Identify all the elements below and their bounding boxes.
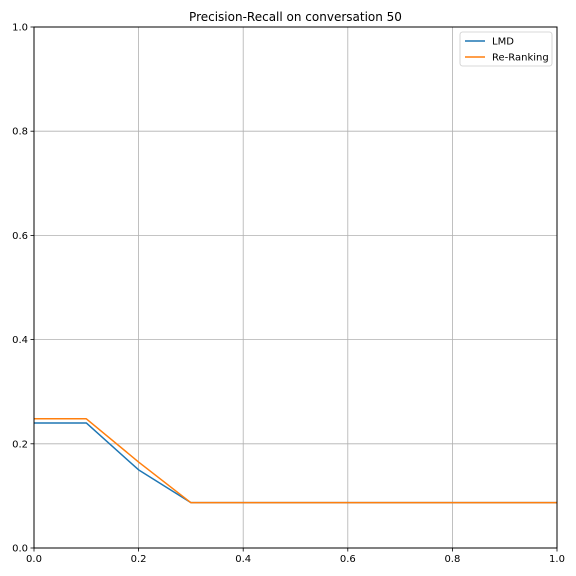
y-tick-label: 0.6 — [12, 231, 28, 242]
y-tick-label: 0.8 — [12, 127, 28, 138]
x-tick-label: 0.2 — [131, 554, 147, 565]
y-tick-label: 1.0 — [12, 23, 28, 34]
y-tick-label: 0.2 — [12, 439, 28, 450]
x-tick-label: 1.0 — [549, 554, 565, 565]
x-tick-label: 0.0 — [26, 554, 42, 565]
x-tick-label: 0.6 — [340, 554, 356, 565]
series-line-re-ranking — [34, 418, 557, 504]
y-tick-label: 0.4 — [12, 335, 28, 346]
legend: LMD Re-Ranking — [459, 31, 553, 67]
x-tick-label: 0.8 — [444, 554, 460, 565]
legend-label: Re-Ranking — [492, 53, 549, 64]
series-lines — [34, 418, 557, 504]
chart-title: Precision-Recall on conversation 50 — [189, 10, 402, 24]
axis-ticks: 0.0 0.2 0.4 0.6 0.8 1.0 0.0 0.2 0.4 0.6 0.8 1.0 — [12, 23, 565, 566]
legend-label: LMD — [492, 37, 514, 48]
x-tick-label: 0.4 — [235, 554, 251, 565]
y-tick-label: 0.0 — [12, 544, 28, 555]
plot-frame — [33, 26, 558, 549]
